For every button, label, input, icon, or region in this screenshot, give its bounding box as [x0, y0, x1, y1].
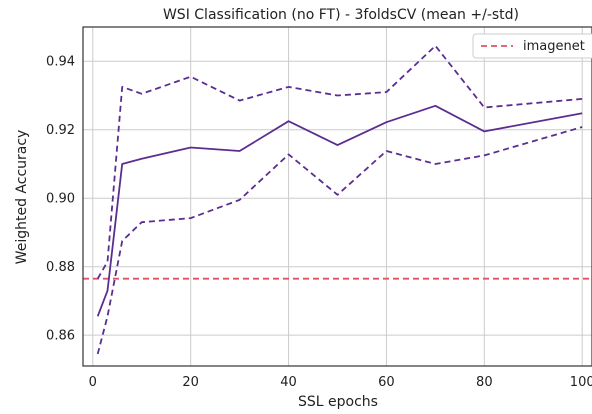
chart-title: WSI Classification (no FT) - 3foldsCV (m… — [163, 7, 519, 23]
grid — [83, 27, 592, 366]
y-tick-label: 0.86 — [46, 329, 75, 344]
series-line-mean — [96, 104, 583, 317]
y-tick-label: 0.92 — [46, 123, 75, 138]
y-tick-label: 0.94 — [46, 55, 75, 70]
legend-label-imagenet: imagenet — [523, 39, 585, 54]
x-tick-label: 40 — [280, 375, 297, 390]
x-tick-label: 60 — [378, 375, 395, 390]
legend: imagenet — [472, 33, 592, 59]
y-tick-labels: 0.86 0.88 0.90 0.92 0.94 — [46, 55, 75, 344]
series-line-mean+std — [96, 44, 583, 280]
legend-box — [472, 33, 592, 59]
x-tick-labels: 0 20 40 60 80 100 — [89, 375, 592, 390]
x-tick-label: 20 — [182, 375, 199, 390]
plot-frame — [82, 26, 592, 367]
y-tick-label: 0.90 — [46, 192, 75, 207]
series-line-mean-std — [96, 126, 583, 355]
x-tick-label: 100 — [570, 375, 592, 390]
x-tick-label: 0 — [89, 375, 97, 390]
x-axis-label: SSL epochs — [298, 394, 378, 410]
x-tick-label: 80 — [476, 375, 493, 390]
y-axis-label: Weighted Accuracy — [14, 130, 30, 265]
series-lines — [96, 44, 583, 355]
y-tick-label: 0.88 — [46, 260, 75, 275]
